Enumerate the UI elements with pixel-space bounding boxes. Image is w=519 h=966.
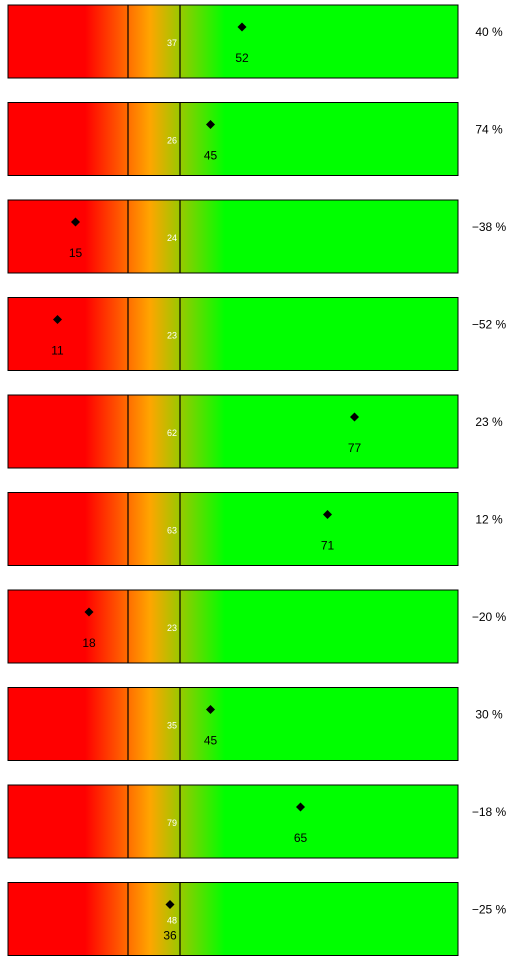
bullet-row: 24 15 −38 % (7, 199, 507, 274)
value-marker (206, 705, 215, 714)
change-label: −25 % (472, 903, 507, 917)
bullet-band (7, 297, 459, 371)
value-marker (296, 802, 305, 812)
reference-label: 23 (167, 331, 177, 341)
change-label: 12 % (475, 513, 503, 527)
reference-label: 23 (167, 623, 177, 633)
value-label: 18 (82, 636, 96, 650)
bullet-band (7, 687, 459, 761)
bullet-band (7, 882, 459, 956)
bullet-band (7, 589, 459, 664)
reference-label: 37 (167, 38, 177, 48)
value-marker (206, 120, 215, 129)
value-marker (323, 510, 332, 519)
value-marker (71, 217, 80, 227)
reference-label: 48 (167, 916, 177, 926)
bullet-row: 35 45 30 % (7, 687, 503, 761)
bullet-band (7, 102, 459, 176)
bullet-band (7, 492, 459, 566)
value-marker (350, 412, 359, 422)
change-label: 40 % (475, 25, 503, 39)
change-label: 23 % (475, 415, 503, 429)
change-label: 30 % (475, 708, 503, 722)
change-label: −18 % (472, 805, 507, 819)
bullet-band (7, 784, 459, 859)
value-label: 11 (51, 344, 64, 358)
value-label: 65 (294, 831, 308, 845)
bullet-band (7, 394, 459, 469)
value-marker (165, 900, 175, 909)
change-label: −38 % (472, 220, 507, 234)
bullet-band (7, 4, 459, 79)
value-label: 77 (348, 441, 362, 455)
bullet-row: 79 65 −18 % (7, 784, 507, 859)
bullet-row: 26 45 74 % (7, 102, 503, 176)
change-label: −52 % (472, 318, 507, 332)
value-marker (53, 315, 62, 324)
value-label: 71 (321, 539, 335, 553)
value-label: 52 (235, 51, 249, 65)
bullet-band (7, 199, 459, 274)
bullet-row: 63 71 12 % (7, 492, 503, 566)
bullet-row: 23 11 −52 % (7, 297, 507, 371)
reference-label: 63 (167, 526, 177, 536)
value-label: 36 (163, 929, 177, 943)
reference-label: 62 (167, 428, 177, 438)
bullet-row: 62 77 23 % (7, 394, 503, 469)
value-label: 45 (204, 734, 218, 748)
reference-label: 26 (167, 136, 177, 146)
reference-label: 35 (167, 721, 177, 731)
change-label: −20 % (472, 610, 507, 624)
reference-label: 79 (167, 818, 177, 828)
bullet-row: 48 36 −25 % (7, 882, 507, 956)
value-label: 45 (204, 149, 218, 163)
bullet-row: 23 18 −20 % (7, 589, 507, 664)
value-marker (84, 607, 94, 617)
value-label: 15 (69, 246, 83, 260)
change-label: 74 % (475, 123, 503, 137)
value-marker (237, 22, 247, 32)
bullet-row: 37 52 40 % (7, 4, 503, 79)
reference-label: 24 (167, 233, 177, 243)
